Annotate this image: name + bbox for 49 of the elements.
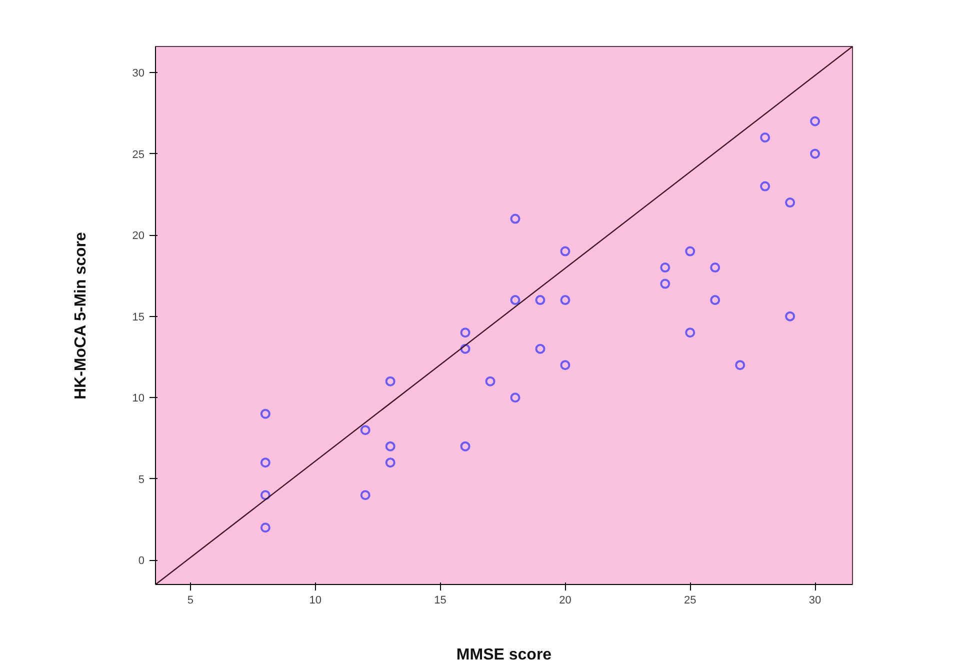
point (510, 295, 520, 306)
point (385, 441, 396, 452)
point (785, 311, 796, 322)
x-tick-label: 10 (309, 594, 322, 606)
y-tick-label: 0 (138, 555, 145, 568)
point (735, 360, 746, 370)
point (560, 360, 570, 370)
point (360, 425, 370, 436)
point (685, 246, 696, 256)
point (260, 408, 270, 419)
point (460, 344, 470, 354)
point (660, 278, 670, 289)
x-tick-label: 25 (684, 594, 696, 606)
point (535, 295, 546, 306)
point (360, 490, 370, 500)
x-tick-label: 30 (808, 594, 822, 606)
x-tick-label: 15 (434, 594, 446, 606)
x-axis-title: MMSE score (456, 646, 552, 664)
point (560, 295, 570, 306)
y-axis-title: HK-MoCA 5-Min score (72, 232, 90, 400)
point (385, 458, 396, 468)
point (460, 441, 470, 452)
point (510, 392, 520, 403)
y-tick-label: 20 (132, 230, 145, 242)
point (510, 214, 520, 224)
point (785, 198, 796, 208)
y-tick-label: 25 (132, 148, 145, 161)
y-tick-label: 30 (132, 68, 145, 80)
point (260, 458, 270, 468)
point (760, 132, 770, 143)
point (260, 490, 270, 500)
point (710, 262, 720, 273)
point (710, 295, 720, 306)
point (760, 181, 770, 192)
y-tick-label: 5 (138, 474, 145, 486)
point (560, 246, 570, 256)
x-tick-label: 20 (559, 594, 572, 606)
point (685, 328, 696, 338)
point (460, 328, 470, 338)
point (535, 344, 546, 354)
x-tick-label: 5 (187, 594, 194, 606)
point (660, 262, 670, 273)
y-tick-label: 15 (132, 311, 145, 324)
y-tick-label: 10 (132, 392, 145, 405)
point (385, 376, 396, 386)
point (485, 376, 496, 386)
point (810, 116, 820, 126)
point (810, 148, 820, 159)
point (260, 522, 270, 533)
